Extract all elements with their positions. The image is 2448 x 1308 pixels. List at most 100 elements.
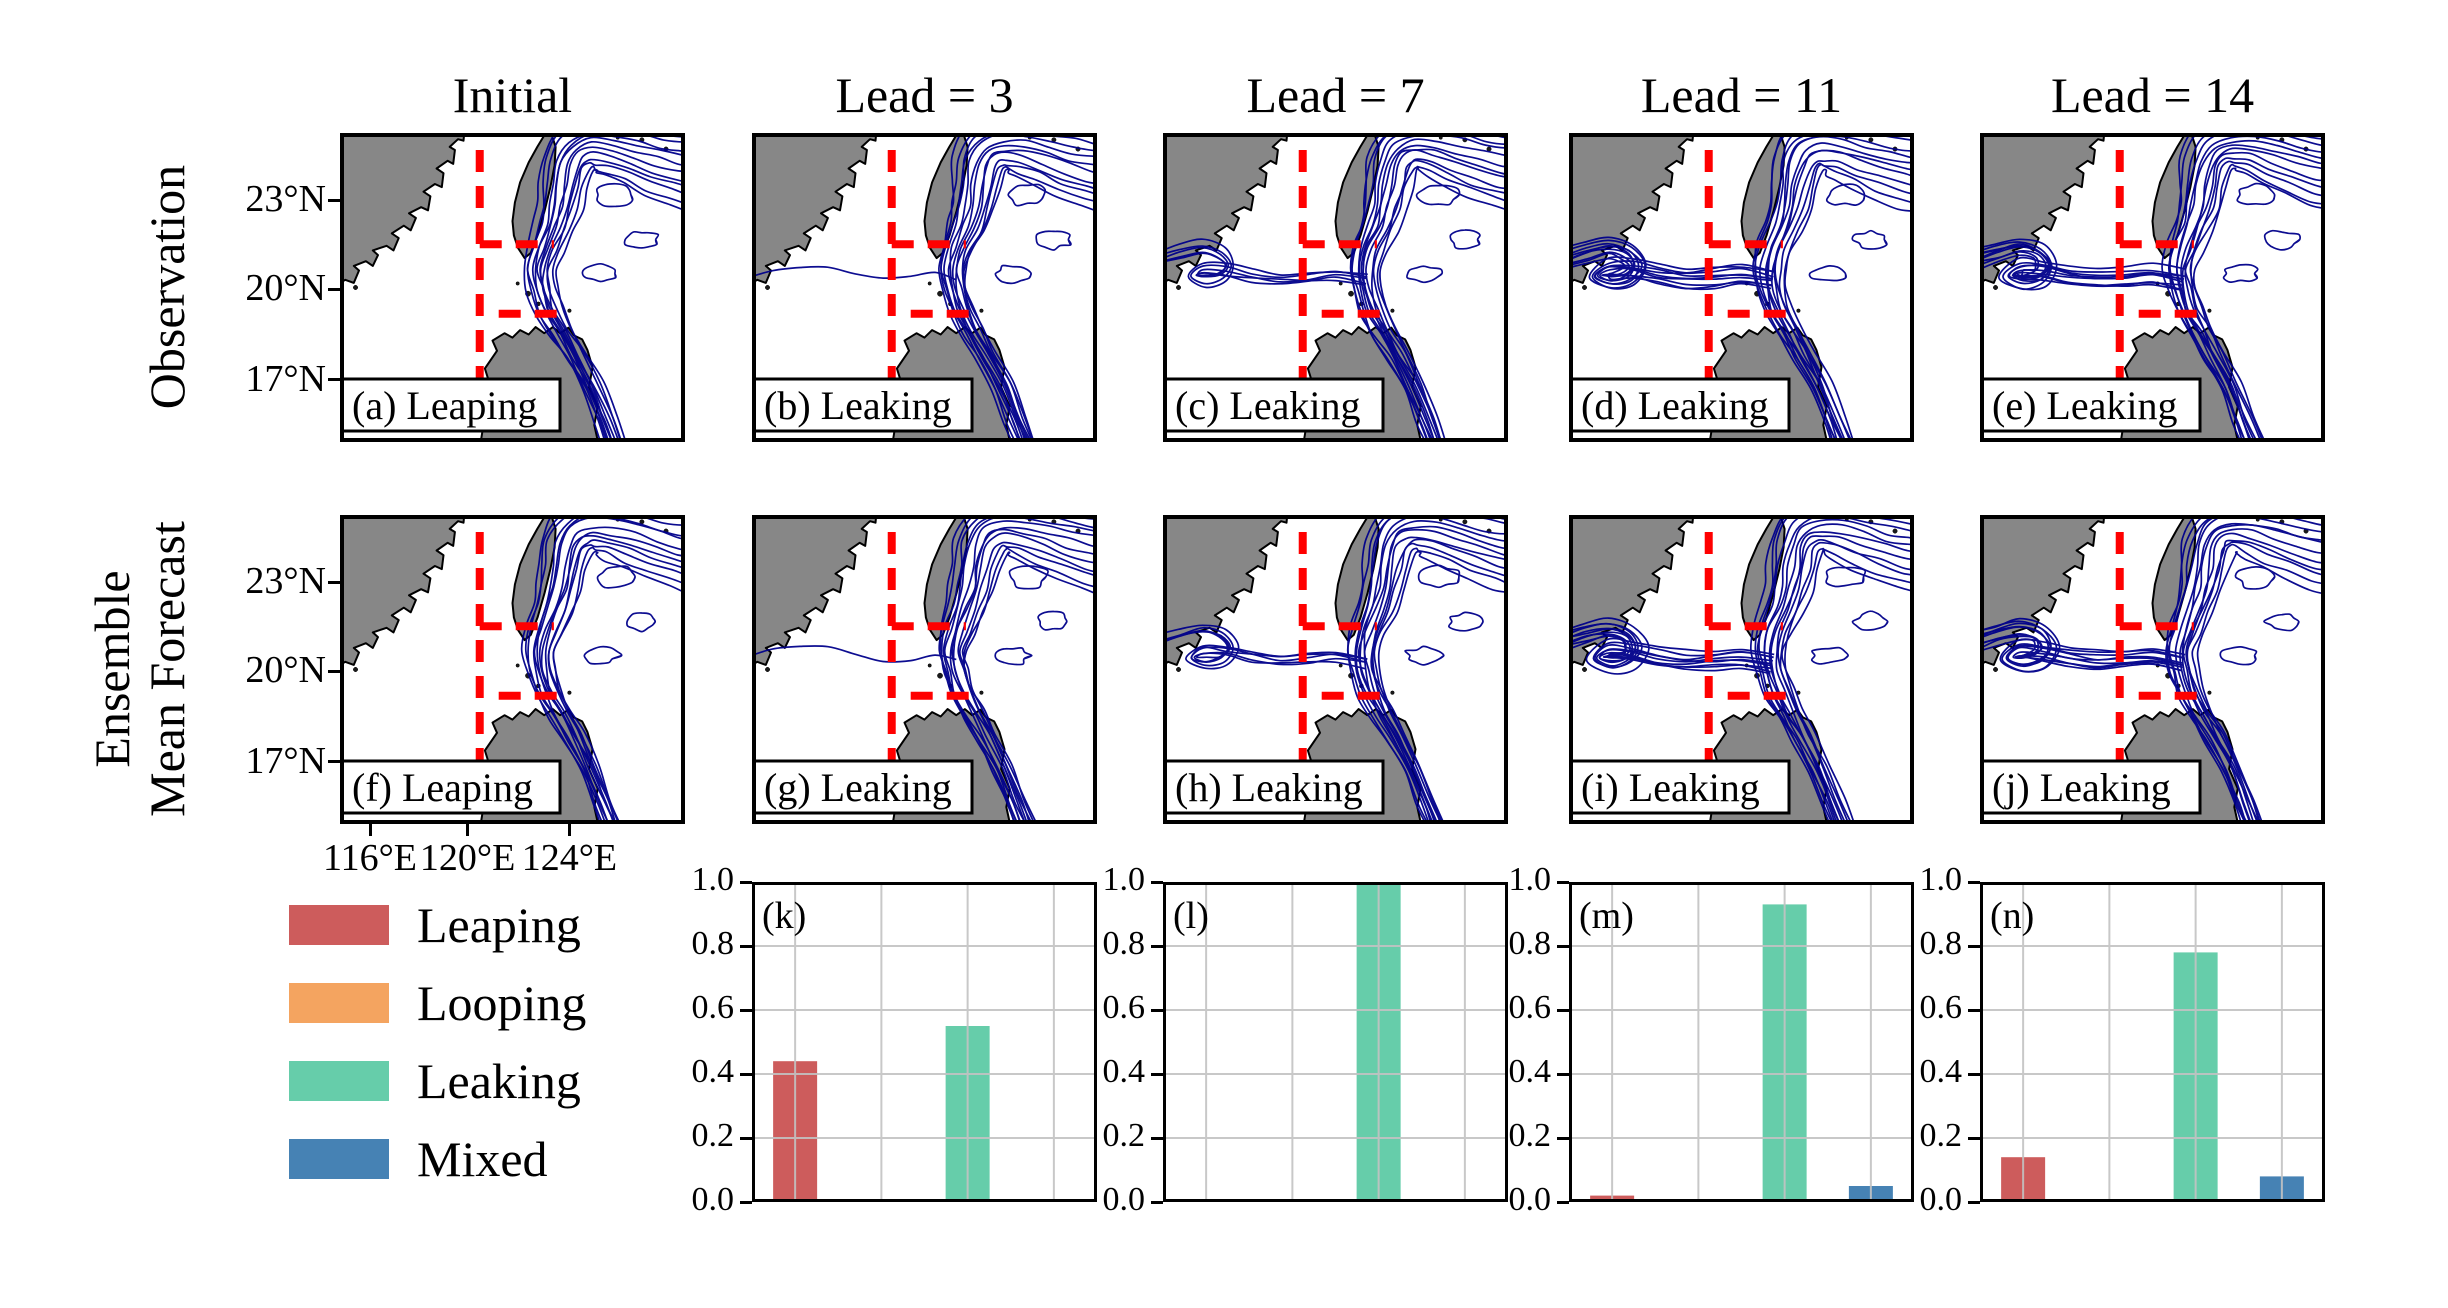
chart-ytick-label: 0.6 <box>1919 989 1963 1026</box>
current-contours <box>752 515 1097 824</box>
map-svg-a: (a) Leaping <box>340 133 685 442</box>
lat-label: 17°N <box>245 739 326 782</box>
chart-ytick-mark <box>1151 944 1163 948</box>
legend-swatch-mixed <box>289 1139 389 1179</box>
current-contours <box>1980 133 2325 442</box>
legend-label: Mixed <box>417 1131 548 1187</box>
map-panel-c: (c) Leaking <box>1163 133 1508 442</box>
map-label-box <box>1569 377 1791 433</box>
map-svg-d: (d) Leaking <box>1569 133 1914 442</box>
lon-tick-mark <box>567 824 571 836</box>
bar-chart-n: (n) <box>1980 882 2325 1202</box>
chart-ytick-label: 0.8 <box>691 925 735 962</box>
map-panel-b: (b) Leaking <box>752 133 1097 442</box>
map-panel-d: (d) Leaking <box>1569 133 1914 442</box>
chart-ytick-mark <box>740 1008 752 1012</box>
chart-ytick-mark <box>1968 1200 1980 1204</box>
lat-label: 17°N <box>245 357 326 400</box>
chart-ytick-label: 0.0 <box>1102 1181 1146 1218</box>
chart-ytick-label: 0.8 <box>1508 925 1552 962</box>
col-title-1: Initial <box>452 67 573 123</box>
lat-tick-mark <box>328 760 340 764</box>
chart-ytick-label: 0.8 <box>1102 925 1146 962</box>
chart-ytick-label: 0.6 <box>1102 989 1146 1026</box>
chart-ytick-label: 1.0 <box>1102 861 1146 898</box>
chart-ytick-label: 0.8 <box>1919 925 1963 962</box>
chart-ytick-mark <box>740 944 752 948</box>
chart-ytick-mark <box>1968 944 1980 948</box>
bar-chart-k: (k) <box>752 882 1097 1202</box>
col-title-3: Lead = 7 <box>1246 67 1425 123</box>
chart-ytick-mark <box>1151 1072 1163 1076</box>
bar-chart-m: (m) <box>1569 882 1914 1202</box>
map-panel-label: (c) Leaking <box>1175 383 1360 428</box>
chart-ytick-mark <box>1151 1200 1163 1204</box>
map-label-box <box>1163 759 1385 815</box>
map-svg-i: (i) Leaking <box>1569 515 1914 824</box>
legend-swatch-leaking <box>289 1061 389 1101</box>
map-panel-label: (j) Leaking <box>1992 765 2171 810</box>
lon-tick-mark <box>368 824 372 836</box>
map-panel-label: (d) Leaking <box>1581 383 1769 428</box>
chart-ytick-label: 0.6 <box>691 989 735 1026</box>
row-label-text: Observation <box>139 164 195 410</box>
legend-swatch-leaping <box>289 905 389 945</box>
map-svg-j: (j) Leaking <box>1980 515 2325 824</box>
chart-ytick-mark <box>1557 1008 1569 1012</box>
lon-label: 120°E <box>419 837 516 879</box>
chart-panel-letter: (n) <box>1990 895 2034 937</box>
lat-tick-mark <box>328 378 340 382</box>
legend-item-mixed: Mixed <box>289 1131 548 1187</box>
map-svg-b: (b) Leaking <box>752 133 1097 442</box>
chart-ytick-mark <box>1557 1072 1569 1076</box>
lon-label: 124°E <box>521 837 618 879</box>
chart-gridlines <box>752 882 1097 1202</box>
chart-ytick-label: 0.4 <box>1508 1053 1552 1090</box>
map-label-box <box>1163 377 1385 433</box>
map-panel-j: (j) Leaking <box>1980 515 2325 824</box>
current-contours <box>520 515 685 824</box>
chart-ytick-mark <box>1968 1072 1980 1076</box>
chart-ytick-mark <box>1557 880 1569 884</box>
chart-ytick-label: 1.0 <box>1508 861 1552 898</box>
legend-item-leaping: Leaping <box>289 897 581 953</box>
chart-ytick-label: 0.4 <box>691 1053 735 1090</box>
col-title-2: Lead = 3 <box>835 67 1014 123</box>
chart-ytick-mark <box>740 1136 752 1140</box>
legend-swatch-looping <box>289 983 389 1023</box>
lat-label: 23°N <box>245 178 326 221</box>
chart-ytick-mark <box>740 1072 752 1076</box>
legend-item-leaking: Leaking <box>289 1053 581 1109</box>
map-panel-h: (h) Leaking <box>1163 515 1508 824</box>
chart-panel-letter: (k) <box>762 895 806 937</box>
chart-ytick-label: 0.2 <box>691 1117 735 1154</box>
lat-tick-mark <box>328 580 340 584</box>
map-panel-label: (h) Leaking <box>1175 765 1363 810</box>
current-contours <box>1163 133 1508 442</box>
lat-label: 20°N <box>245 267 326 310</box>
map-label-box <box>752 377 974 433</box>
chart-ytick-label: 0.4 <box>1919 1053 1963 1090</box>
lat-tick-mark <box>328 669 340 673</box>
map-panel-label: (f) Leaping <box>352 765 533 810</box>
chart-ytick-mark <box>1151 880 1163 884</box>
chart-gridlines <box>1980 882 2325 1202</box>
current-contours <box>523 133 685 442</box>
legend-label: Leaping <box>417 897 581 953</box>
legend-item-looping: Looping <box>289 975 586 1031</box>
map-panel-label: (i) Leaking <box>1581 765 1760 810</box>
map-panel-e: (e) Leaking <box>1980 133 2325 442</box>
row-label-ensemble-mean-forecast: Ensemble Mean Forecast <box>84 409 195 929</box>
chart-ytick-label: 0.0 <box>691 1181 735 1218</box>
lat-tick-mark <box>328 287 340 291</box>
chart-ytick-mark <box>1968 1136 1980 1140</box>
chart-gridlines <box>1163 882 1508 1202</box>
chart-panel-letter: (m) <box>1579 895 1634 937</box>
legend-label: Leaking <box>417 1053 581 1109</box>
map-panel-label: (a) Leaping <box>352 383 537 428</box>
chart-ytick-mark <box>1968 1008 1980 1012</box>
map-label-box <box>1569 759 1791 815</box>
row-label-text: Ensemble <box>84 570 140 768</box>
col-title-5: Lead = 14 <box>2050 67 2255 123</box>
chart-ytick-mark <box>1151 1136 1163 1140</box>
